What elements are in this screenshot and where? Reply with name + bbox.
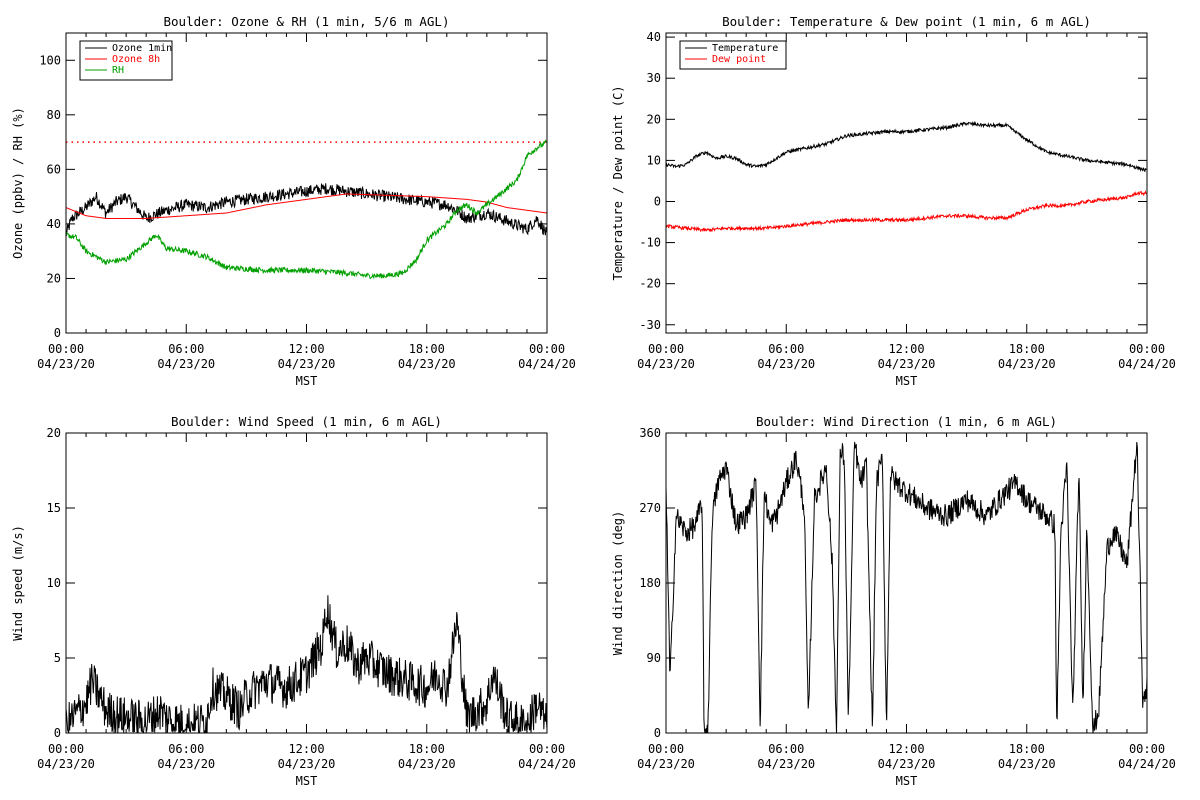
y-tick-label: 180 <box>639 576 661 590</box>
series-line-data <box>666 441 1147 733</box>
series-line-data <box>66 595 547 733</box>
x-tick-date-label: 04/23/20 <box>398 757 456 771</box>
y-tick-label: 80 <box>47 108 61 122</box>
y-tick-label: 100 <box>39 53 61 67</box>
x-tick-time-label: 12:00 <box>288 742 324 756</box>
x-tick-time-label: 00:00 <box>1129 342 1165 356</box>
legend-entry: Ozone 1min <box>112 43 172 54</box>
y-axis-label: Wind direction (deg) <box>611 511 625 656</box>
series-line-ozone-8h <box>66 193 547 219</box>
series-line-ozone-1min <box>66 183 547 236</box>
x-tick-date-label: 04/23/20 <box>998 757 1056 771</box>
x-tick-time-label: 00:00 <box>648 342 684 356</box>
x-tick-date-label: 04/23/20 <box>757 757 815 771</box>
x-tick-time-label: 06:00 <box>768 342 804 356</box>
x-tick-time-label: 00:00 <box>48 342 84 356</box>
x-tick-time-label: 00:00 <box>648 742 684 756</box>
x-tick-time-label: 06:00 <box>168 742 204 756</box>
x-tick-date-label: 04/23/20 <box>278 357 336 371</box>
x-tick-date-label: 04/23/20 <box>157 757 215 771</box>
y-tick-label: 10 <box>647 153 661 167</box>
x-tick-date-label: 04/23/20 <box>37 757 95 771</box>
ozone-rh-panel: Boulder: Ozone & RH (1 min, 5/6 m AGL) Oz… <box>11 14 576 388</box>
y-tick-label: 60 <box>47 162 61 176</box>
series-line-dew-point <box>666 190 1147 233</box>
x-tick-time-label: 00:00 <box>529 742 565 756</box>
x-axis-label: MST <box>896 374 918 388</box>
plot-frame <box>665 432 1148 734</box>
y-tick-label: 40 <box>47 217 61 231</box>
x-tick-time-label: 00:00 <box>48 742 84 756</box>
x-tick-date-label: 04/24/20 <box>1118 757 1176 771</box>
x-tick-time-label: 12:00 <box>888 342 924 356</box>
series-line-rh <box>66 139 547 280</box>
x-tick-date-label: 04/23/20 <box>637 357 695 371</box>
x-tick-time-label: 06:00 <box>168 342 204 356</box>
x-axis-label: MST <box>296 774 318 788</box>
series-line-temperature <box>666 120 1147 173</box>
chart-title: Boulder: Ozone & RH (1 min, 5/6 m AGL) <box>164 14 450 29</box>
y-tick-label: 15 <box>47 501 61 515</box>
x-tick-time-label: 12:00 <box>288 342 324 356</box>
y-tick-label: 30 <box>647 71 661 85</box>
chart-title: Boulder: Wind Speed (1 min, 6 m AGL) <box>171 414 442 429</box>
plot-frame <box>665 32 1148 334</box>
x-tick-time-label: 06:00 <box>768 742 804 756</box>
y-tick-label: 0 <box>654 194 661 208</box>
x-tick-time-label: 00:00 <box>529 342 565 356</box>
y-tick-label: -20 <box>639 277 661 291</box>
y-tick-label: 40 <box>647 30 661 44</box>
y-axis-label: Temperature / Dew point (C) <box>611 85 625 280</box>
x-tick-date-label: 04/23/20 <box>998 357 1056 371</box>
legend-box <box>679 40 787 70</box>
y-tick-label: 20 <box>47 426 61 440</box>
x-tick-time-label: 00:00 <box>1129 742 1165 756</box>
x-tick-date-label: 04/23/20 <box>878 357 936 371</box>
y-tick-label: 0 <box>54 726 61 740</box>
legend-entry: Dew point <box>712 54 766 65</box>
y-tick-label: 20 <box>647 112 661 126</box>
y-tick-label: 270 <box>639 501 661 515</box>
temperature-dewpoint-panel: Boulder: Temperature & Dew point (1 min,… <box>611 14 1176 388</box>
y-tick-label: 10 <box>47 576 61 590</box>
x-tick-time-label: 18:00 <box>1009 742 1045 756</box>
x-tick-time-label: 18:00 <box>1009 342 1045 356</box>
x-tick-date-label: 04/23/20 <box>878 757 936 771</box>
x-tick-date-label: 04/24/20 <box>518 757 576 771</box>
legend-entry: Temperature <box>712 43 778 54</box>
y-tick-label: 0 <box>654 726 661 740</box>
plot-frame <box>65 32 548 334</box>
x-axis-label: MST <box>896 774 918 788</box>
x-tick-time-label: 18:00 <box>409 342 445 356</box>
x-tick-date-label: 04/23/20 <box>157 357 215 371</box>
x-tick-date-label: 04/23/20 <box>37 357 95 371</box>
x-tick-date-label: 04/23/20 <box>278 757 336 771</box>
y-tick-label: 5 <box>54 651 61 665</box>
y-tick-label: 360 <box>639 426 661 440</box>
legend-entry: Ozone 8h <box>112 54 160 65</box>
x-tick-date-label: 04/24/20 <box>518 357 576 371</box>
x-tick-time-label: 12:00 <box>888 742 924 756</box>
x-axis-label: MST <box>296 374 318 388</box>
x-tick-date-label: 04/24/20 <box>1118 357 1176 371</box>
y-tick-label: -30 <box>639 318 661 332</box>
x-tick-date-label: 04/23/20 <box>757 357 815 371</box>
y-tick-label: -10 <box>639 236 661 250</box>
legend-entry: RH <box>112 65 124 76</box>
chart-title: Boulder: Wind Direction (1 min, 6 m AGL) <box>756 414 1057 429</box>
y-axis-label: Ozone (ppbv) / RH (%) <box>11 107 25 259</box>
y-tick-label: 0 <box>54 326 61 340</box>
x-tick-date-label: 04/23/20 <box>398 357 456 371</box>
y-tick-label: 20 <box>47 271 61 285</box>
y-axis-label: Wind speed (m/s) <box>11 525 25 641</box>
wind-speed-panel: Boulder: Wind Speed (1 min, 6 m AGL) Wind… <box>11 414 576 788</box>
wind-direction-panel: Boulder: Wind Direction (1 min, 6 m AGL)… <box>611 414 1176 788</box>
plot-frame <box>65 432 548 734</box>
chart-title: Boulder: Temperature & Dew point (1 min,… <box>722 14 1091 29</box>
x-tick-date-label: 04/23/20 <box>637 757 695 771</box>
y-tick-label: 90 <box>647 651 661 665</box>
x-tick-time-label: 18:00 <box>409 742 445 756</box>
